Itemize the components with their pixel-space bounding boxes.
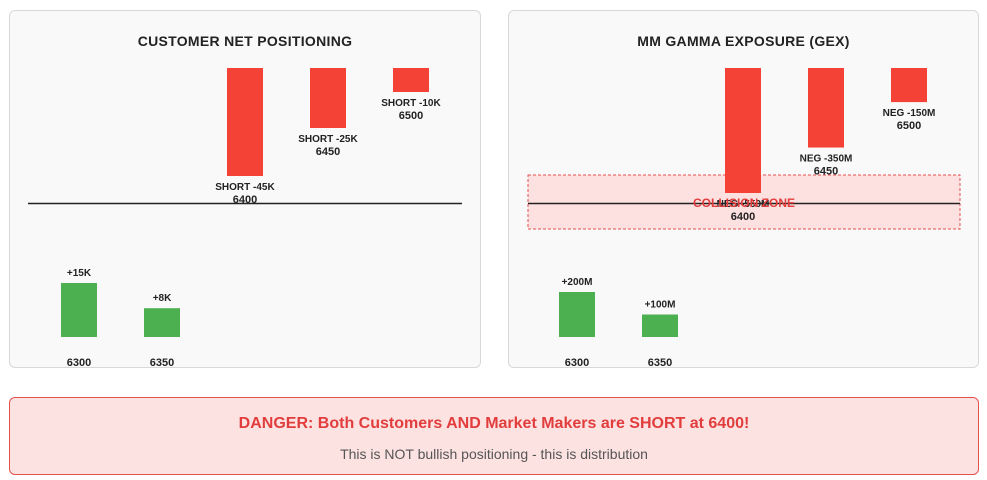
customer-bar-6500 <box>393 68 429 92</box>
gex-category-label-6450: 6450 <box>814 166 838 178</box>
gamma-exposure-panel: MM GAMMA EXPOSURE (GEX) +200M 6300 +100M 63… <box>508 10 979 369</box>
gex-value-label-6300: +200M <box>562 277 593 288</box>
customer-chart-title: CUSTOMER NET POSITIONING <box>137 33 353 49</box>
gex-bar-6300 <box>559 292 595 337</box>
customer-value-label-6300: +15K <box>67 268 92 279</box>
gex-category-label-6500: 6500 <box>897 120 921 132</box>
customer-value-label-6400: SHORT -45K <box>215 182 275 193</box>
gex-bar-6350 <box>642 314 678 337</box>
customer-bar-6350 <box>144 308 180 337</box>
customer-value-label-6450: SHORT -25K <box>298 134 358 145</box>
gex-value-label-6400: NEG -550M <box>717 199 770 210</box>
gex-value-label-6500: NEG -150M <box>883 108 936 119</box>
customer-positioning-panel: CUSTOMER NET POSITIONING +15K 6300 +8K 6350… <box>9 10 481 369</box>
customer-category-label-6500: 6500 <box>399 110 423 122</box>
collision-zone-label: COLLISION ZONE <box>693 196 795 210</box>
customer-category-label-6350: 6350 <box>150 357 174 369</box>
gex-value-label-6350: +100M <box>645 300 676 311</box>
customer-category-label-6450: 6450 <box>316 146 340 158</box>
danger-alert-subtitle: This is NOT bullish positioning - this i… <box>340 446 648 462</box>
customer-bar-6450 <box>310 68 346 128</box>
customer-category-label-6300: 6300 <box>67 357 91 369</box>
gex-bar-6400 <box>725 68 761 193</box>
gex-category-label-6350: 6350 <box>648 357 672 369</box>
customer-value-label-6500: SHORT -10K <box>381 98 441 109</box>
gex-category-label-6300: 6300 <box>565 357 589 369</box>
gex-bar-6450 <box>808 68 844 148</box>
danger-alert-title: DANGER: Both Customers AND Market Makers… <box>238 415 750 432</box>
gex-bar-6500 <box>891 68 927 103</box>
danger-alert: DANGER: Both Customers AND Market Makers… <box>9 397 979 475</box>
customer-bar-6400 <box>227 68 263 176</box>
customer-value-label-6350: +8K <box>153 293 172 304</box>
customer-category-label-6400: 6400 <box>233 194 257 206</box>
gex-value-label-6450: NEG -350M <box>800 154 853 165</box>
gex-chart-title: MM GAMMA EXPOSURE (GEX) <box>637 33 850 49</box>
customer-bar-6300 <box>61 283 97 337</box>
gex-category-label-6400: 6400 <box>731 211 755 223</box>
